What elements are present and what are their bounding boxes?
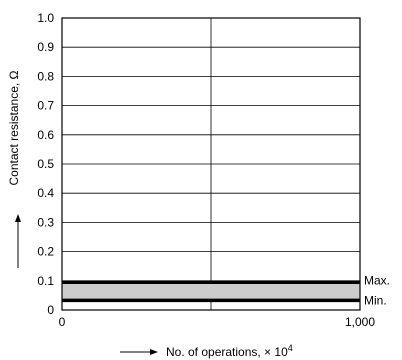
y-tick-label-3: 0.3: [37, 215, 54, 229]
y-tick-label-2: 0.2: [37, 245, 54, 259]
x-axis-label-text: No. of operations, × 10: [166, 345, 288, 359]
series-label-1: Min.: [364, 293, 387, 307]
series-labels: Max. Min.: [364, 273, 390, 307]
x-axis-arrowhead: [150, 349, 158, 355]
x-axis-label-exponent: 4: [288, 343, 293, 353]
y-tick-label-9: 0.9: [37, 40, 54, 54]
y-tick-label-7: 0.7: [37, 99, 54, 113]
x-tick-labels: 0 1,000: [59, 315, 376, 329]
series-layer: [62, 280, 360, 303]
resistance-band: [62, 282, 360, 301]
grid-layer: [62, 18, 360, 310]
y-tick-label-6: 0.6: [37, 128, 54, 142]
series-label-0: Max.: [364, 273, 390, 287]
y-tick-labels: 0 0.1 0.2 0.3 0.4 0.5 0.6 0.7 0.8 0.9 1.0: [37, 11, 54, 317]
y-axis-label: Contact resistance, Ω: [7, 70, 21, 185]
y-tick-label-0: 0: [47, 303, 54, 317]
y-tick-label-10: 1.0: [37, 11, 54, 25]
y-tick-label-5: 0.5: [37, 157, 54, 171]
y-axis-arrowhead: [15, 214, 21, 222]
x-tick-label-0: 0: [59, 315, 66, 329]
plot-frame: [61, 17, 361, 311]
x-tick-label-1: 1,000: [345, 315, 375, 329]
x-axis-label: No. of operations, × 104: [166, 343, 293, 359]
y-tick-label-4: 0.4: [37, 186, 54, 200]
y-tick-label-1: 0.1: [37, 274, 54, 288]
y-tick-label-8: 0.8: [37, 69, 54, 83]
band-layer: [62, 282, 360, 301]
